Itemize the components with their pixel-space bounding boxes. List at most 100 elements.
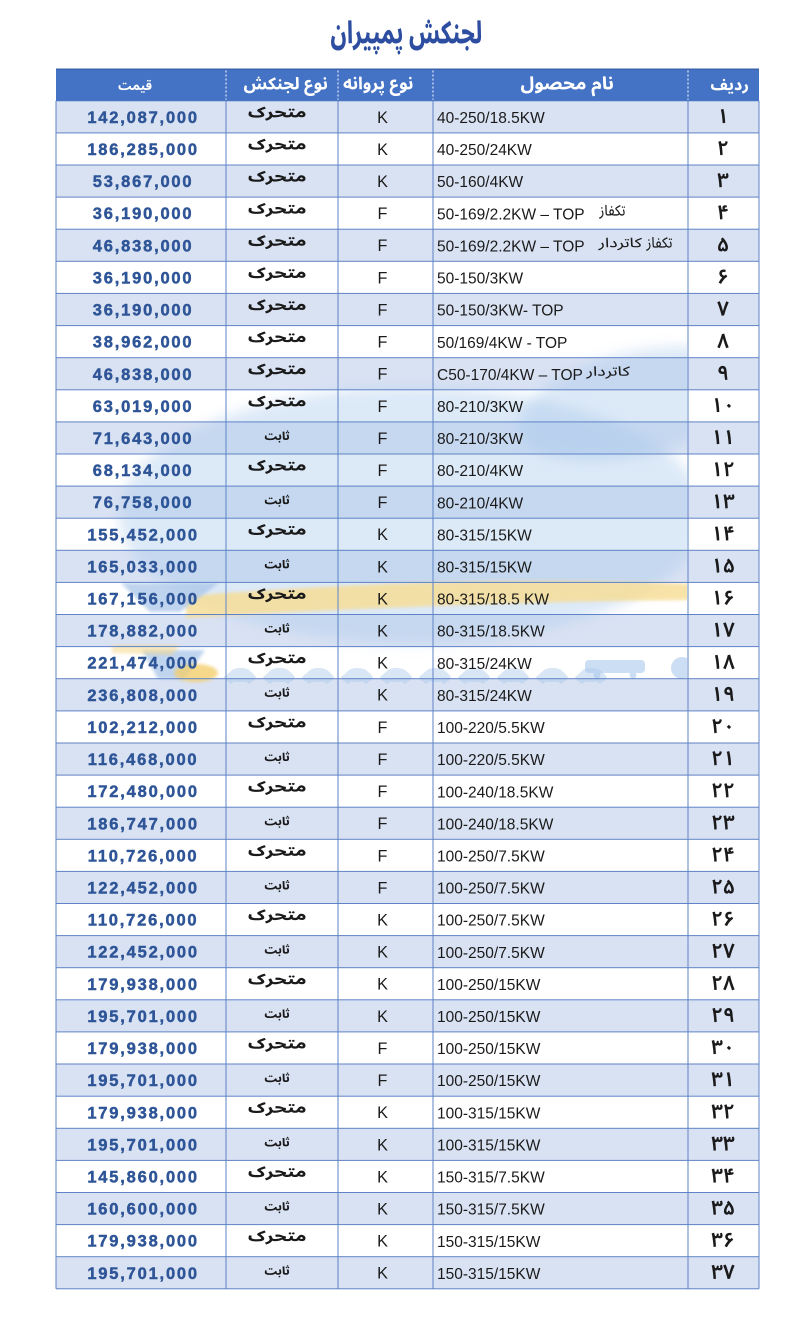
svg-text:F: F: [378, 366, 388, 384]
svg-text:38,962,000: 38,962,000: [93, 334, 194, 352]
svg-text:K: K: [377, 1136, 388, 1154]
svg-text:40-250/24KW: 40-250/24KW: [437, 142, 532, 159]
svg-text:F: F: [378, 462, 388, 480]
svg-text:K: K: [377, 976, 388, 994]
svg-text:179,938,000: 179,938,000: [87, 976, 199, 994]
svg-text:155,452,000: 155,452,000: [87, 526, 199, 544]
svg-text:36,190,000: 36,190,000: [93, 205, 194, 223]
svg-text:F: F: [378, 847, 388, 865]
svg-text:122,452,000: 122,452,000: [87, 944, 199, 962]
svg-text:80-315/24KW: 80-315/24KW: [437, 656, 532, 673]
svg-text:100-240/18.5KW: 100-240/18.5KW: [437, 816, 554, 833]
svg-text:195,701,000: 195,701,000: [87, 1136, 199, 1154]
svg-text:100-250/15KW: 100-250/15KW: [437, 1073, 541, 1090]
svg-text:K: K: [377, 912, 388, 930]
svg-text:150-315/15KW: 150-315/15KW: [437, 1234, 541, 1251]
svg-text:100-250/7.5KW: 100-250/7.5KW: [437, 913, 545, 930]
svg-text:80-210/4KW: 80-210/4KW: [437, 463, 524, 480]
svg-text:179,938,000: 179,938,000: [87, 1040, 199, 1058]
svg-text:K: K: [377, 1265, 388, 1283]
svg-text:195,701,000: 195,701,000: [87, 1265, 199, 1283]
svg-text:K: K: [377, 1104, 388, 1122]
svg-text:F: F: [378, 398, 388, 416]
svg-text:50-169/2.2KW – TOP: 50-169/2.2KW – TOP: [437, 238, 585, 255]
svg-text:F: F: [378, 783, 388, 801]
svg-text:F: F: [378, 301, 388, 319]
svg-text:68,134,000: 68,134,000: [93, 462, 194, 480]
svg-text:100-315/15KW: 100-315/15KW: [437, 1105, 541, 1122]
svg-text:40-250/18.5KW: 40-250/18.5KW: [437, 110, 545, 127]
svg-text:80-315/18.5KW: 80-315/18.5KW: [437, 624, 545, 641]
svg-text:110,726,000: 110,726,000: [88, 847, 199, 865]
svg-text:160,600,000: 160,600,000: [87, 1201, 199, 1219]
svg-text:195,701,000: 195,701,000: [87, 1008, 199, 1026]
svg-text:K: K: [377, 141, 388, 159]
svg-text:50-150/3KW: 50-150/3KW: [437, 271, 524, 288]
svg-text:K: K: [377, 687, 388, 705]
svg-text:102,212,000: 102,212,000: [87, 719, 199, 737]
svg-text:F: F: [378, 815, 388, 833]
svg-text:50-160/4KW: 50-160/4KW: [437, 174, 524, 191]
svg-text:K: K: [377, 1233, 388, 1251]
svg-text:F: F: [378, 269, 388, 287]
svg-text:236,808,000: 236,808,000: [87, 687, 199, 705]
svg-text:179,938,000: 179,938,000: [87, 1233, 199, 1251]
svg-text:K: K: [377, 623, 388, 641]
svg-text:110,726,000: 110,726,000: [88, 912, 199, 930]
svg-text:50/169/4KW - TOP: 50/169/4KW - TOP: [437, 335, 567, 352]
svg-text:221,474,000: 221,474,000: [87, 655, 199, 673]
svg-text:K: K: [377, 1201, 388, 1219]
svg-text:76,758,000: 76,758,000: [93, 494, 194, 512]
svg-text:100-250/15KW: 100-250/15KW: [437, 1041, 541, 1058]
svg-text:F: F: [378, 334, 388, 352]
svg-text:53,867,000: 53,867,000: [93, 173, 194, 191]
svg-text:K: K: [377, 173, 388, 191]
svg-text:K: K: [377, 558, 388, 576]
svg-text:50-169/2.2KW – TOP: 50-169/2.2KW – TOP: [437, 206, 585, 223]
svg-text:46,838,000: 46,838,000: [93, 237, 194, 255]
svg-text:172,480,000: 172,480,000: [87, 783, 199, 801]
svg-text:K: K: [377, 1168, 388, 1186]
svg-text:142,087,000: 142,087,000: [87, 109, 199, 127]
svg-text:46,838,000: 46,838,000: [93, 366, 194, 384]
svg-text:100-220/5.5KW: 100-220/5.5KW: [437, 752, 545, 769]
svg-text:F: F: [378, 719, 388, 737]
svg-text:K: K: [377, 526, 388, 544]
svg-text:80-315/24KW: 80-315/24KW: [437, 688, 532, 705]
svg-text:150-315/7.5KW: 150-315/7.5KW: [437, 1170, 545, 1187]
svg-text:F: F: [378, 879, 388, 897]
svg-text:165,033,000: 165,033,000: [87, 558, 199, 576]
svg-text:K: K: [377, 109, 388, 127]
svg-text:50-150/3KW- TOP: 50-150/3KW- TOP: [437, 303, 564, 320]
svg-text:K: K: [377, 944, 388, 962]
svg-text:K: K: [377, 590, 388, 608]
svg-text:F: F: [378, 205, 388, 223]
svg-text:100-250/7.5KW: 100-250/7.5KW: [437, 849, 545, 866]
svg-text:186,747,000: 186,747,000: [87, 815, 199, 833]
svg-text:150-315/15KW: 150-315/15KW: [437, 1266, 541, 1283]
svg-text:C50-170/4KW – TOP: C50-170/4KW – TOP: [437, 367, 583, 384]
svg-text:195,701,000: 195,701,000: [87, 1072, 199, 1090]
svg-text:116,468,000: 116,468,000: [88, 751, 199, 769]
svg-text:F: F: [378, 1040, 388, 1058]
svg-text:80-315/15KW: 80-315/15KW: [437, 527, 532, 544]
svg-text:100-220/5.5KW: 100-220/5.5KW: [437, 720, 545, 737]
svg-text:F: F: [378, 751, 388, 769]
svg-text:100-250/15KW: 100-250/15KW: [437, 977, 541, 994]
svg-text:K: K: [377, 655, 388, 673]
svg-text:36,190,000: 36,190,000: [93, 269, 194, 287]
svg-text:122,452,000: 122,452,000: [87, 880, 199, 898]
svg-text:36,190,000: 36,190,000: [93, 302, 194, 320]
svg-text:F: F: [378, 237, 388, 255]
svg-text:178,882,000: 178,882,000: [87, 623, 199, 641]
svg-text:100-240/18.5KW: 100-240/18.5KW: [437, 784, 554, 801]
svg-text:80-315/15KW: 80-315/15KW: [437, 560, 532, 577]
svg-text:80-210/3KW: 80-210/3KW: [437, 399, 524, 416]
svg-text:F: F: [378, 494, 388, 512]
svg-text:71,643,000: 71,643,000: [93, 430, 194, 448]
svg-text:167,156,000: 167,156,000: [87, 591, 199, 609]
svg-text:F: F: [378, 1072, 388, 1090]
svg-text:145,860,000: 145,860,000: [87, 1169, 199, 1187]
svg-text:100-250/7.5KW: 100-250/7.5KW: [437, 945, 545, 962]
svg-text:179,938,000: 179,938,000: [87, 1104, 199, 1122]
